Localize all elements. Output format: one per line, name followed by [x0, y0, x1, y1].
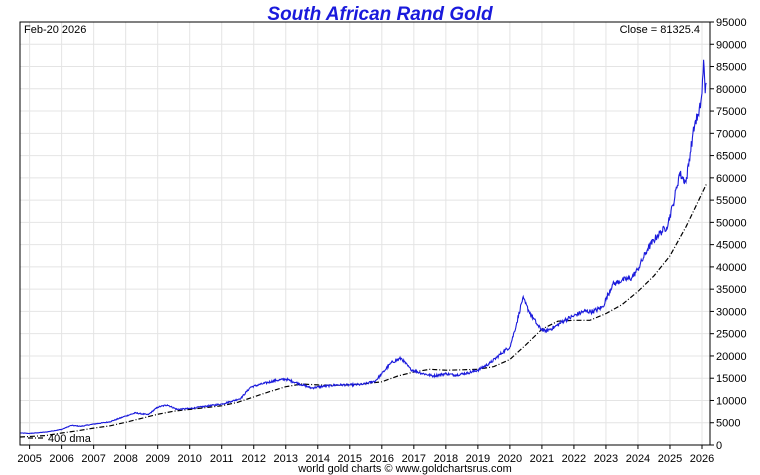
- y-tick-label: 60000: [716, 173, 747, 185]
- y-tick-label: 90000: [716, 39, 747, 51]
- y-tick-label: 70000: [716, 128, 747, 140]
- y-tick-label: 50000: [716, 217, 747, 229]
- footer-credit: world gold charts © www.goldchartsrus.co…: [297, 463, 512, 475]
- x-tick-label: 2012: [241, 453, 265, 465]
- x-tick-label: 2005: [17, 453, 41, 465]
- chart-title: South African Rand Gold: [267, 4, 493, 25]
- y-tick-label: 20000: [716, 351, 747, 363]
- y-tick-label: 0: [716, 440, 722, 452]
- y-tick-label: 55000: [716, 195, 747, 207]
- price-series: [19, 59, 707, 435]
- y-tick-label: 5000: [716, 418, 740, 430]
- x-tick-label: 2013: [274, 453, 298, 465]
- x-tick-label: 2014: [306, 453, 330, 465]
- x-tick-label: 2022: [562, 453, 586, 465]
- x-tick-label: 2026: [690, 453, 714, 465]
- y-axis: 0 5000 10000 15000 20000 25000 30000 35000 40000…: [710, 17, 747, 452]
- x-tick-label: 2016: [370, 453, 394, 465]
- grid-lines: [20, 22, 710, 445]
- plot-frame: [19, 21, 711, 446]
- x-tick-label: 2025: [658, 453, 682, 465]
- legend-dma-label: 400 dma: [48, 433, 92, 445]
- x-tick-label: 2006: [49, 453, 73, 465]
- x-tick-label: 2018: [434, 453, 458, 465]
- close-label: Close = 81325.4: [620, 24, 700, 36]
- x-tick-label: 2019: [466, 453, 490, 465]
- x-tick-label: 2008: [113, 453, 137, 465]
- x-tick-label: 2023: [594, 453, 618, 465]
- y-tick-label: 75000: [716, 106, 747, 118]
- y-tick-label: 65000: [716, 151, 747, 163]
- y-tick-label: 10000: [716, 395, 747, 407]
- y-tick-label: 95000: [716, 17, 747, 29]
- x-tick-label: 2017: [402, 453, 426, 465]
- y-tick-label: 80000: [716, 84, 747, 96]
- x-tick-label: 2015: [338, 453, 362, 465]
- legend: 400 dma: [28, 433, 92, 445]
- dma-line: [19, 184, 707, 438]
- x-tick-label: 2007: [81, 453, 105, 465]
- x-tick-label: 2011: [210, 453, 234, 465]
- x-axis: 2005 2006 2007 2008 2009 2010 2011 2012 2013 2014…: [17, 445, 714, 465]
- y-tick-label: 40000: [716, 262, 747, 274]
- y-tick-label: 85000: [716, 62, 747, 74]
- y-tick-label: 35000: [716, 284, 747, 296]
- dma-series: [19, 184, 707, 438]
- x-tick-label: 2021: [530, 453, 554, 465]
- date-label: Feb-20 2026: [24, 24, 86, 36]
- price-line: [19, 59, 707, 435]
- x-tick-label: 2010: [177, 453, 201, 465]
- y-tick-label: 45000: [716, 240, 747, 252]
- y-tick-label: 25000: [716, 329, 747, 341]
- x-tick-label: 2024: [626, 453, 650, 465]
- x-tick-label: 2009: [145, 453, 169, 465]
- y-tick-label: 30000: [716, 306, 747, 318]
- y-tick-label: 15000: [716, 373, 747, 385]
- x-tick-label: 2020: [498, 453, 522, 465]
